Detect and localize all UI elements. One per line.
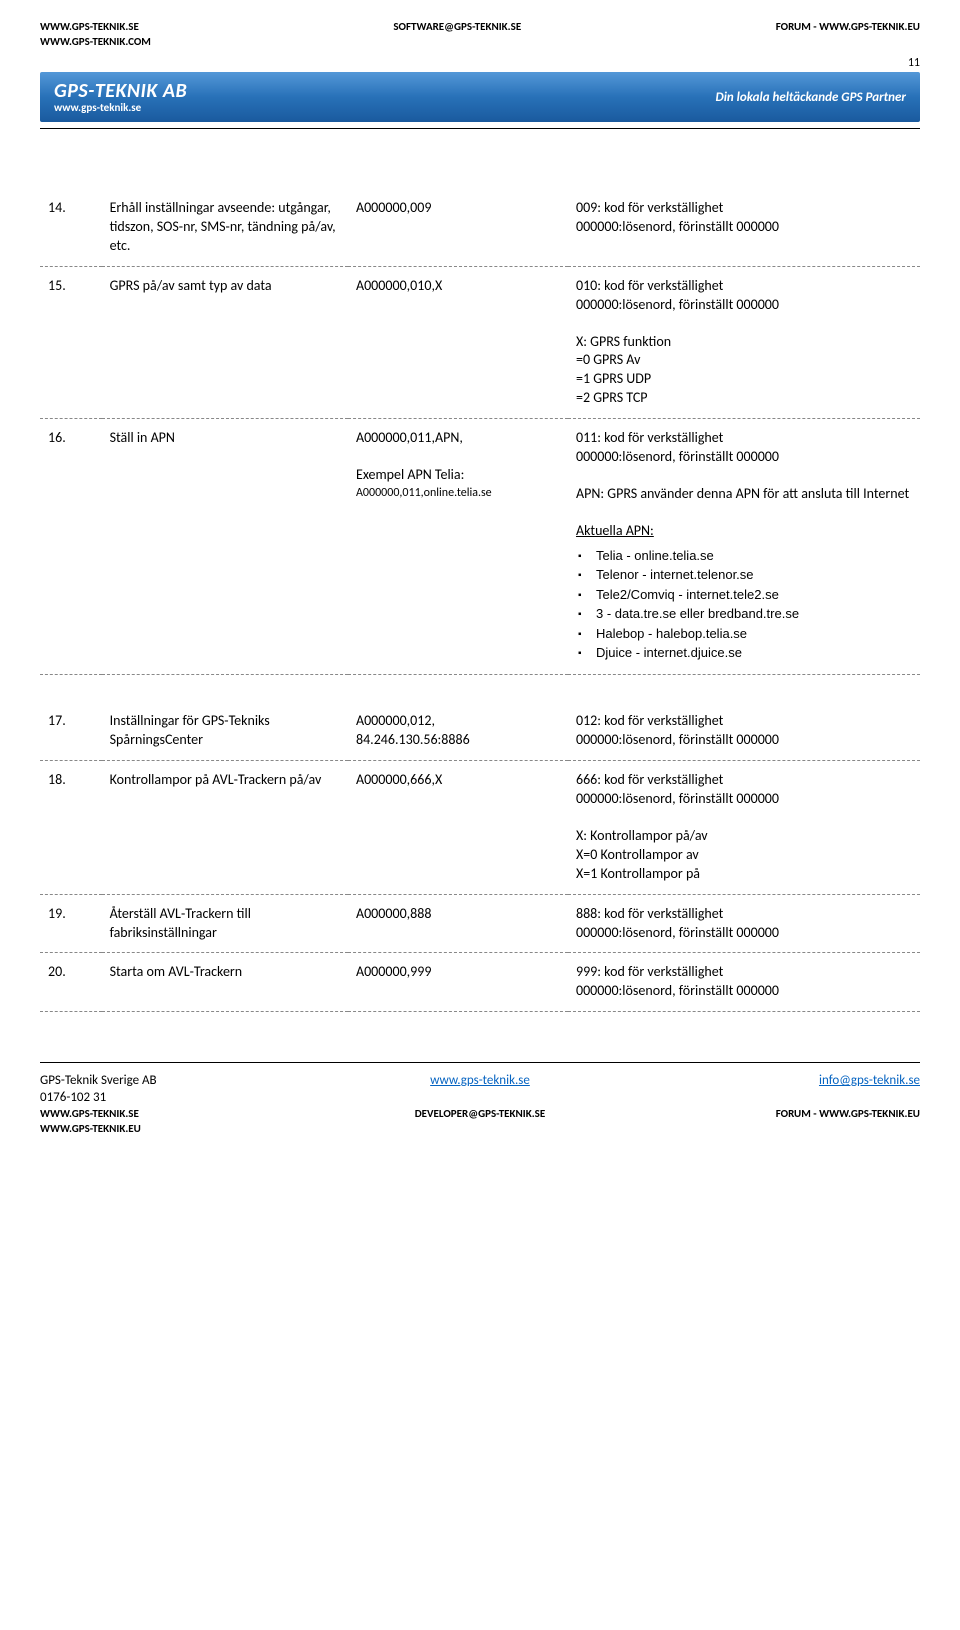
banner-title: GPS-TEKNIK AB [54, 80, 187, 102]
row-num: 17. [40, 702, 102, 760]
row-cmd: A000000,009 [348, 189, 568, 266]
header-left1: WWW.GPS-TEKNIK.SE [40, 20, 139, 33]
footer-company: GPS-Teknik Sverige AB [40, 1073, 333, 1088]
table-row: 16. Ställ in APN A000000,011,APN, Exempe… [40, 419, 920, 675]
header-right: FORUM - WWW.GPS-TEKNIK.EU [776, 20, 920, 33]
footer-link-web[interactable]: www.gps-teknik.se [430, 1073, 530, 1088]
page-footer: GPS-Teknik Sverige AB www.gps-teknik.se … [40, 1073, 920, 1135]
row-desc: Erhåll inställningar avseende: utgångar,… [102, 189, 348, 266]
row-cmd-line3: A000000,011,online.telia.se [356, 485, 560, 501]
header-divider [40, 128, 920, 129]
row-desc: Starta om AVL-Trackern [102, 953, 348, 1012]
row-num: 20. [40, 953, 102, 1012]
row-resp: 010: kod för verkställighet 000000:lösen… [568, 266, 920, 418]
row-cmd-line2: Exempel APN Telia: [356, 466, 560, 485]
footer-phone: 0176-102 31 [40, 1090, 333, 1105]
row-resp: 009: kod för verkställighet 000000:lösen… [568, 189, 920, 266]
list-item: 3 - data.tre.se eller bredband.tre.se [596, 605, 912, 623]
row-resp: 888: kod för verkställighet 000000:lösen… [568, 894, 920, 953]
footer-forum: FORUM - WWW.GPS-TEKNIK.EU [627, 1107, 920, 1120]
list-item: Halebop - halebop.telia.se [596, 625, 912, 643]
row-resp: 011: kod för verkställighet 000000:lösen… [568, 419, 920, 675]
row-num: 16. [40, 419, 102, 675]
list-item: Djuice - internet.djuice.se [596, 644, 912, 662]
apn-heading: Aktuella APN: [576, 522, 912, 541]
row-resp: 012: kod för verkställighet 000000:lösen… [568, 702, 920, 760]
page-number: 11 [40, 56, 920, 70]
row-cmd: A000000,011,APN, Exempel APN Telia: A000… [348, 419, 568, 675]
header-center: SOFTWARE@GPS-TEKNIK.SE [393, 20, 521, 33]
list-item: Telenor - internet.telenor.se [596, 566, 912, 584]
footer-url1: WWW.GPS-TEKNIK.SE [40, 1107, 333, 1120]
banner-subtitle: www.gps-teknik.se [54, 102, 187, 114]
row-desc: Ställ in APN [102, 419, 348, 675]
row-desc: GPRS på/av samt typ av data [102, 266, 348, 418]
row-resp-p2: X: GPRS funktion =0 GPRS Av =1 GPRS UDP … [576, 333, 912, 409]
row-resp-p1: 011: kod för verkställighet 000000:lösen… [576, 429, 912, 467]
table-row: 14. Erhåll inställningar avseende: utgån… [40, 189, 920, 266]
table-row: 17. Inställningar för GPS-Tekniks Spårni… [40, 702, 920, 760]
row-cmd: A000000,888 [348, 894, 568, 953]
header-left2: WWW.GPS-TEKNIK.COM [40, 35, 920, 48]
row-resp: 999: kod för verkställighet 000000:lösen… [568, 953, 920, 1012]
row-num: 19. [40, 894, 102, 953]
footer-divider [40, 1062, 920, 1063]
row-desc: Inställningar för GPS-Tekniks SpårningsC… [102, 702, 348, 760]
row-resp: 666: kod för verkställighet 000000:lösen… [568, 761, 920, 894]
list-item: Telia - online.telia.se [596, 547, 912, 565]
table-row: 19. Återställ AVL-Trackern till fabriksi… [40, 894, 920, 953]
row-resp-p1: 666: kod för verkställighet 000000:lösen… [576, 771, 912, 809]
row-resp-p2: X: Kontrollampor på/av X=0 Kontrollampor… [576, 827, 912, 884]
banner-tagline: Din lokala heltäckande GPS Partner [716, 90, 907, 105]
row-resp-p2: APN: GPRS använder denna APN för att ans… [576, 485, 912, 504]
row-cmd: A000000,999 [348, 953, 568, 1012]
command-table: 14. Erhåll inställningar avseende: utgån… [40, 189, 920, 1012]
row-cmd: A000000,010,X [348, 266, 568, 418]
row-desc: Kontrollampor på AVL-Trackern på/av [102, 761, 348, 894]
table-row: 20. Starta om AVL-Trackern A000000,999 9… [40, 953, 920, 1012]
footer-url2: WWW.GPS-TEKNIK.EU [40, 1122, 333, 1135]
row-cmd: A000000,012, 84.246.130.56:8886 [348, 702, 568, 760]
footer-dev-email: DEVELOPER@GPS-TEKNIK.SE [333, 1107, 626, 1120]
table-row: 18. Kontrollampor på AVL-Trackern på/av … [40, 761, 920, 894]
row-cmd-line1: A000000,011,APN, [356, 429, 560, 448]
row-resp-p1: 010: kod för verkställighet 000000:lösen… [576, 277, 912, 315]
row-num: 14. [40, 189, 102, 266]
list-item: Tele2/Comviq - internet.tele2.se [596, 586, 912, 604]
row-desc: Återställ AVL-Trackern till fabriksinstä… [102, 894, 348, 953]
header-row1: WWW.GPS-TEKNIK.SE SOFTWARE@GPS-TEKNIK.SE… [40, 20, 920, 33]
apn-list: Telia - online.telia.se Telenor - intern… [596, 547, 912, 662]
footer-link-email[interactable]: info@gps-teknik.se [819, 1073, 920, 1088]
row-cmd: A000000,666,X [348, 761, 568, 894]
row-num: 15. [40, 266, 102, 418]
banner: GPS-TEKNIK AB www.gps-teknik.se Din loka… [40, 72, 920, 122]
table-row: 15. GPRS på/av samt typ av data A000000,… [40, 266, 920, 418]
row-num: 18. [40, 761, 102, 894]
